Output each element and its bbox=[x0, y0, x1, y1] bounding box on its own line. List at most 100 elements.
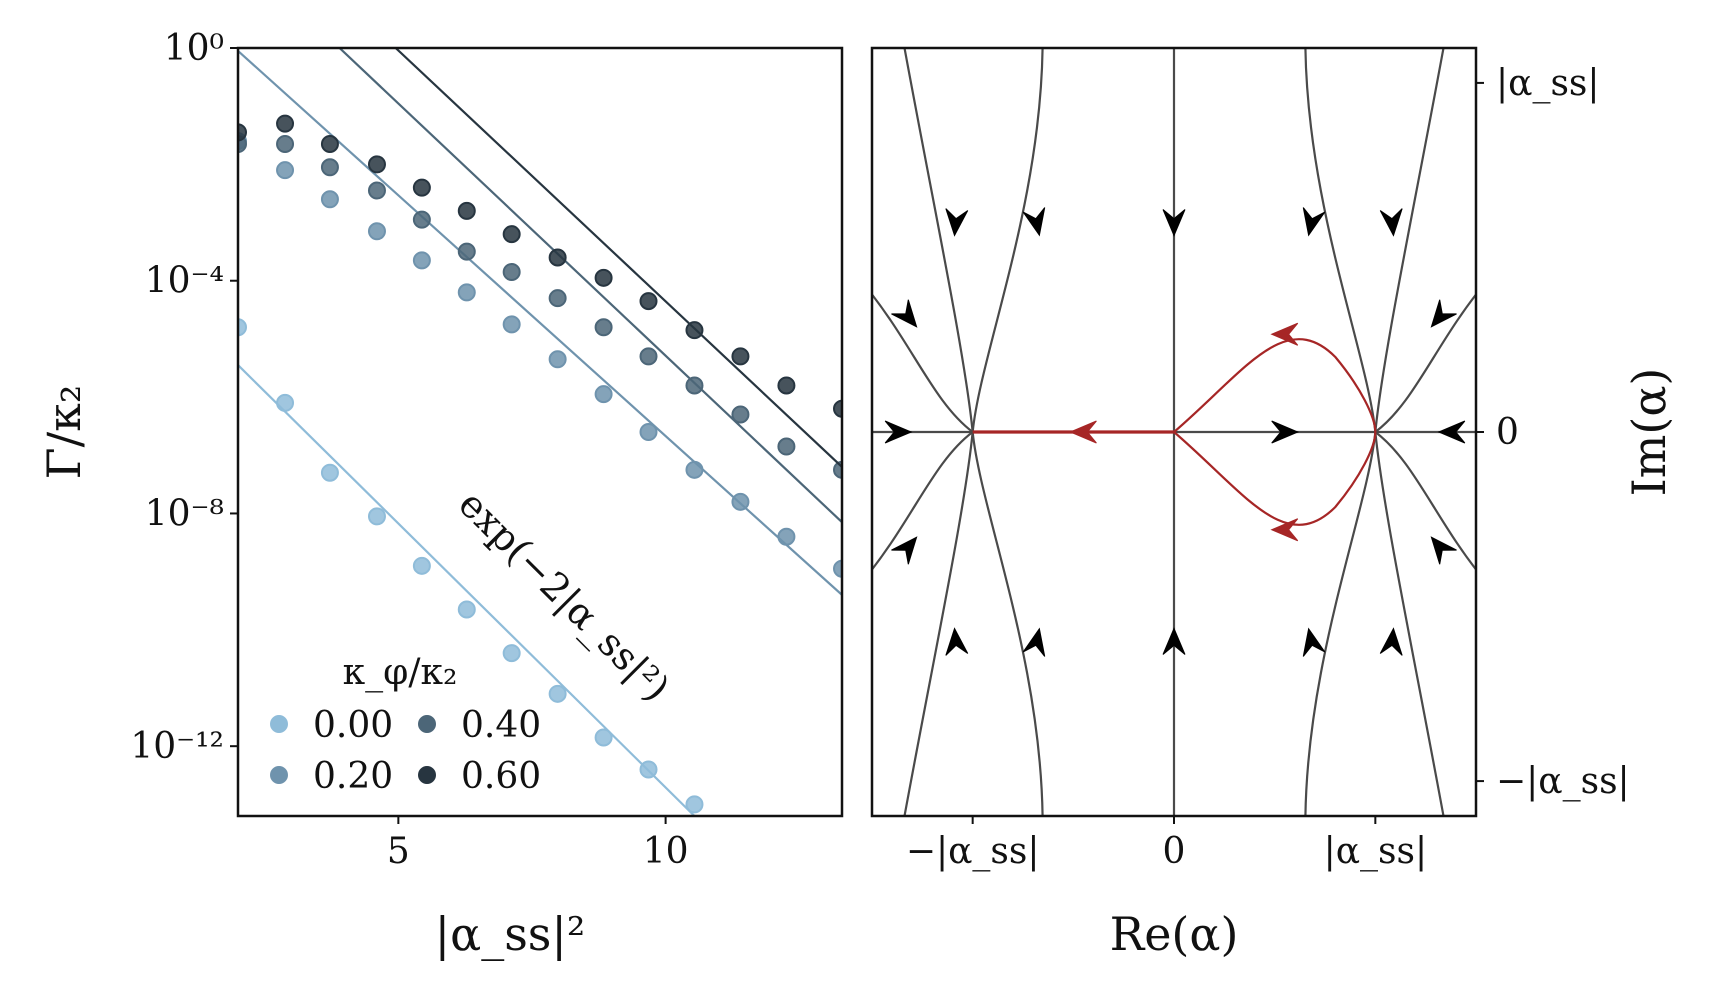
streamline bbox=[971, 431, 1044, 816]
legend: κ_φ/κ₂ 0.00 0.20 0.40 0.60 bbox=[270, 652, 541, 797]
right-y-tick-label: |α_ss| bbox=[1496, 63, 1600, 104]
streamline bbox=[903, 48, 974, 433]
series-0.20 bbox=[238, 50, 842, 596]
data-point-0.60 bbox=[548, 248, 567, 267]
right-x-axis-label: Re(α) bbox=[1110, 907, 1239, 961]
data-point-0.40 bbox=[457, 242, 476, 261]
left-y-axis-label: Γ/κ₂ bbox=[37, 385, 91, 480]
data-point-0.60 bbox=[685, 321, 704, 340]
data-point-0.20 bbox=[502, 315, 521, 334]
legend-marker-0.20 bbox=[270, 766, 288, 784]
flow-arrow bbox=[1271, 420, 1300, 444]
streamline bbox=[872, 292, 974, 433]
data-point-0.00 bbox=[320, 463, 339, 482]
data-point-0.00 bbox=[639, 760, 658, 779]
series-0.00 bbox=[238, 318, 704, 816]
flow-arrow bbox=[1302, 627, 1326, 657]
streamline bbox=[1374, 431, 1476, 572]
data-point-0.20 bbox=[639, 423, 658, 441]
flow-arrow bbox=[884, 420, 913, 444]
data-point-0.60 bbox=[238, 123, 247, 142]
data-point-0.60 bbox=[502, 225, 521, 244]
decay-rate-panel: 5 10 10⁰ 10⁻⁴ 10⁻⁸ 10⁻¹² |α_ss|² Γ/κ₂ exp(−2|… bbox=[37, 28, 844, 961]
streamline bbox=[1374, 431, 1445, 816]
flow-arrow bbox=[1162, 627, 1186, 655]
data-point-0.00 bbox=[457, 600, 476, 619]
flow-arrow bbox=[945, 208, 969, 237]
data-point-0.60 bbox=[731, 347, 750, 366]
data-point-0.00 bbox=[238, 318, 247, 337]
streamline bbox=[903, 431, 974, 816]
flow-arrow bbox=[1022, 627, 1046, 657]
data-point-0.20 bbox=[833, 559, 842, 578]
data-point-0.00 bbox=[502, 644, 521, 663]
data-point-0.20 bbox=[367, 222, 386, 241]
phase-portrait-plot-area bbox=[872, 48, 1476, 816]
left-y-tick-label: 10⁰ bbox=[164, 28, 224, 69]
data-point-0.40 bbox=[594, 318, 613, 337]
left-y-tick-label: 10⁻⁸ bbox=[145, 493, 224, 534]
data-point-0.20 bbox=[548, 350, 567, 369]
fit-annotation: exp(−2|α_ss|²) bbox=[449, 482, 678, 711]
data-point-0.60 bbox=[777, 376, 796, 395]
right-y-tick-label: −|α_ss| bbox=[1496, 761, 1630, 802]
left-y-tick-label: 10⁻¹² bbox=[130, 726, 224, 767]
right-y-axis-label: Im(α) bbox=[1622, 368, 1676, 497]
legend-marker-0.60 bbox=[418, 766, 436, 784]
escape-arrow bbox=[1069, 420, 1097, 444]
flow-arrow bbox=[1430, 299, 1457, 328]
data-point-0.60 bbox=[276, 114, 295, 133]
data-point-0.00 bbox=[412, 556, 431, 575]
data-point-0.20 bbox=[685, 460, 704, 479]
data-point-0.40 bbox=[320, 158, 339, 177]
flow-arrow bbox=[1379, 627, 1403, 656]
fit-line-0.00 bbox=[238, 364, 696, 816]
streamline bbox=[1374, 48, 1445, 433]
flow-arrow bbox=[1022, 207, 1046, 237]
right-x-tick-label: −|α_ss| bbox=[906, 831, 1040, 872]
legend-marker-0.40 bbox=[418, 715, 436, 733]
data-point-0.40 bbox=[685, 376, 704, 395]
legend-marker-0.00 bbox=[270, 715, 288, 733]
data-point-0.60 bbox=[412, 178, 431, 197]
streamline bbox=[872, 431, 974, 572]
legend-label-0.40: 0.40 bbox=[461, 705, 541, 746]
legend-title: κ_φ/κ₂ bbox=[343, 652, 458, 693]
flow-arrows bbox=[884, 207, 1466, 657]
streamline bbox=[1304, 431, 1377, 816]
right-x-tick-label: 0 bbox=[1163, 831, 1186, 872]
streamlines bbox=[872, 48, 1476, 816]
escape-arrow bbox=[1270, 518, 1299, 542]
flow-arrow bbox=[1430, 536, 1457, 565]
flow-arrow bbox=[891, 536, 918, 565]
data-point-0.20 bbox=[320, 190, 339, 209]
data-point-0.40 bbox=[367, 181, 386, 200]
left-y-tick-label: 10⁻⁴ bbox=[145, 261, 224, 302]
streamline bbox=[1304, 48, 1377, 433]
flow-arrow bbox=[1379, 208, 1403, 237]
right-y-tick-label: 0 bbox=[1496, 412, 1519, 453]
fit-line-0.40 bbox=[338, 48, 842, 523]
data-point-0.40 bbox=[276, 135, 295, 153]
data-point-0.60 bbox=[320, 135, 339, 153]
data-point-0.40 bbox=[731, 405, 750, 424]
data-point-0.20 bbox=[777, 527, 796, 546]
data-point-0.00 bbox=[594, 728, 613, 747]
data-point-0.40 bbox=[548, 289, 567, 308]
left-axes-frame bbox=[236, 46, 844, 818]
legend-label-0.60: 0.60 bbox=[461, 756, 541, 797]
data-point-0.00 bbox=[276, 393, 295, 412]
escape-path-lower bbox=[1173, 431, 1377, 526]
flow-arrow bbox=[891, 299, 918, 328]
left-x-tick-label: 10 bbox=[643, 831, 689, 872]
left-axes-ticks: 5 10 10⁰ 10⁻⁴ 10⁻⁸ 10⁻¹² bbox=[130, 28, 688, 872]
escape-path-upper bbox=[1173, 338, 1377, 433]
legend-label-0.00: 0.00 bbox=[313, 705, 393, 746]
data-point-0.40 bbox=[502, 263, 521, 281]
fit-line-0.60 bbox=[394, 48, 842, 468]
data-point-0.60 bbox=[367, 155, 386, 174]
data-point-0.40 bbox=[777, 437, 796, 456]
fit-line-0.20 bbox=[238, 50, 842, 596]
data-point-0.60 bbox=[833, 399, 842, 418]
